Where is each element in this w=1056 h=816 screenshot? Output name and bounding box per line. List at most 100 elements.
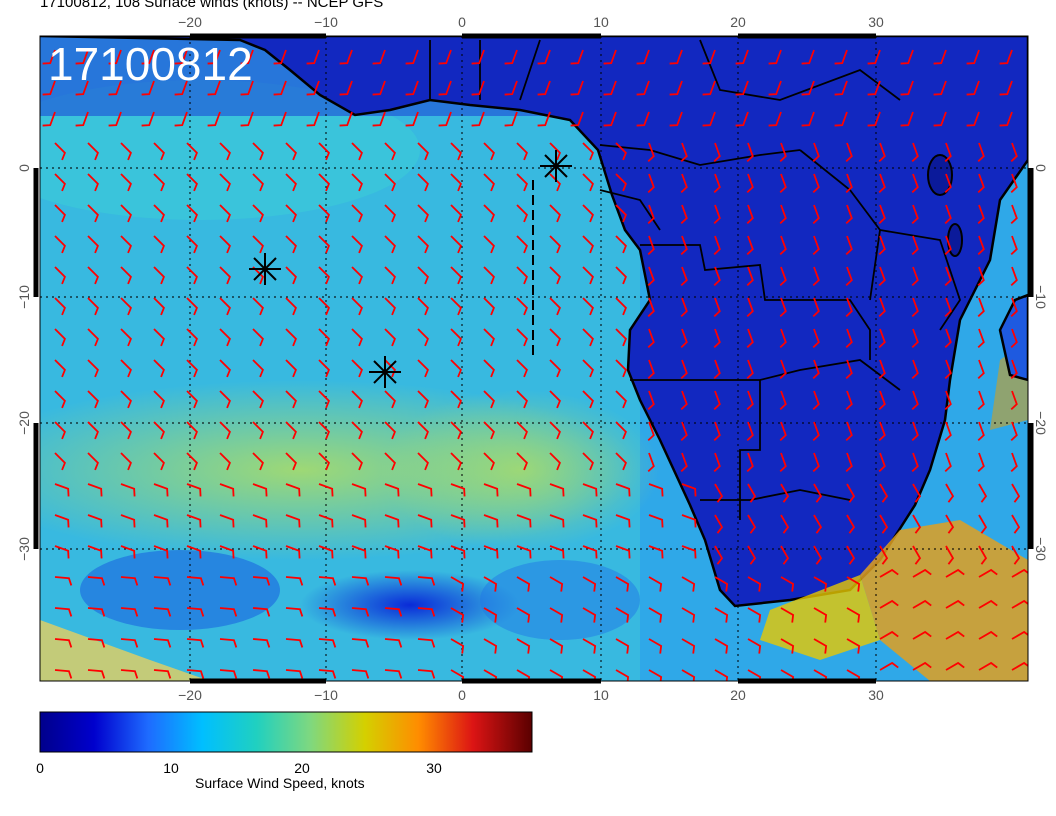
wind-barb: [285, 545, 301, 559]
wind-barb: [615, 328, 627, 347]
wind-barb: [285, 142, 297, 161]
wind-barb: [945, 514, 955, 534]
wind-barb: [54, 452, 66, 471]
wind-barb: [714, 545, 724, 565]
wind-barb: [1010, 297, 1018, 318]
wind-barb: [537, 49, 551, 65]
wind-barb: [54, 142, 66, 161]
wind-barb: [87, 328, 99, 347]
wind-barb: [54, 545, 70, 559]
wind-barb: [845, 359, 853, 380]
wind-barb: [879, 661, 899, 671]
wind-barb: [186, 235, 198, 254]
wind-barb: [252, 204, 264, 223]
wind-barb: [483, 483, 499, 497]
wind-barb: [87, 421, 99, 440]
wind-barb: [351, 669, 370, 679]
wind-barb: [141, 49, 155, 65]
wind-barb: [944, 173, 952, 194]
wind-barb: [582, 545, 598, 559]
wind-barb: [219, 266, 231, 285]
wind-barb: [845, 204, 853, 225]
wind-barb: [120, 173, 132, 192]
wind-barb: [713, 328, 721, 349]
wind-barb: [318, 359, 330, 378]
wind-barb: [746, 390, 754, 411]
wind-barb: [912, 661, 932, 671]
lon-tick-top: −10: [314, 14, 338, 30]
wind-barb: [306, 80, 320, 96]
wind-barb: [1010, 266, 1018, 287]
wind-barb: [516, 173, 528, 192]
wind-barb: [186, 421, 198, 440]
wind-barb: [285, 638, 304, 648]
lon-tick-top: 0: [458, 14, 466, 30]
wind-barb: [615, 266, 627, 285]
wind-barb: [978, 599, 998, 609]
wind-barb: [813, 638, 828, 654]
wind-barb: [1011, 568, 1028, 578]
wind-barb: [351, 514, 367, 528]
wind-barb: [285, 576, 304, 586]
wind-barb: [867, 80, 881, 96]
wind-barb: [450, 359, 462, 378]
wind-barb: [582, 266, 594, 285]
wind-barb: [417, 142, 429, 161]
wind-barb: [186, 173, 198, 192]
wind-barb: [504, 49, 518, 65]
wind-barb: [713, 204, 721, 225]
wind-barb: [878, 142, 886, 163]
wind-barb: [780, 607, 795, 623]
wind-barb: [186, 576, 205, 586]
wind-barb: [1010, 173, 1018, 194]
wind-barb: [978, 661, 998, 671]
wind-barb: [768, 49, 782, 65]
wind-barb: [813, 607, 828, 623]
wind-barb: [846, 483, 856, 503]
wind-barb: [219, 204, 231, 223]
wind-barb: [54, 235, 66, 254]
wind-barb: [812, 421, 820, 442]
wind-barb: [846, 545, 856, 565]
wind-barb: [845, 421, 853, 442]
wind-barb: [549, 483, 565, 497]
wind-barb: [417, 669, 436, 679]
wind-barb: [384, 297, 396, 316]
wind-barb: [450, 545, 466, 559]
wind-barb: [779, 452, 787, 473]
wind-barb: [75, 80, 89, 96]
wind-barb: [120, 297, 132, 316]
wind-barb: [417, 328, 429, 347]
wind-barb: [845, 266, 853, 287]
wind-barb: [87, 266, 99, 285]
wind-barb: [812, 173, 820, 194]
wind-barb: [648, 669, 663, 681]
wind-barb: [945, 545, 955, 565]
wind-barb: [911, 328, 919, 349]
wind-barb: [450, 142, 462, 161]
wind-barb: [812, 235, 820, 256]
wind-barb: [141, 80, 155, 96]
wind-barb: [746, 235, 754, 256]
wind-barb: [966, 80, 980, 96]
wind-barb: [845, 173, 853, 194]
wind-barb: [186, 545, 202, 559]
wind-barb: [285, 483, 301, 497]
wind-barb: [977, 452, 985, 473]
wind-barb: [405, 111, 419, 127]
wind-barb: [911, 359, 919, 380]
wind-barb: [87, 204, 99, 223]
wind-barb: [747, 638, 762, 654]
wind-barb: [285, 359, 297, 378]
wind-barb: [87, 607, 106, 617]
wind-barb: [714, 638, 729, 654]
wind-barb: [911, 204, 919, 225]
wind-barb: [813, 576, 828, 592]
wind-barb: [417, 638, 436, 648]
frame-ticks: [33, 33, 1034, 684]
wind-barb: [779, 235, 787, 256]
wind-barb: [318, 173, 330, 192]
wind-barb: [516, 576, 531, 592]
wind-barb: [219, 142, 231, 161]
wind-barb: [483, 266, 495, 285]
